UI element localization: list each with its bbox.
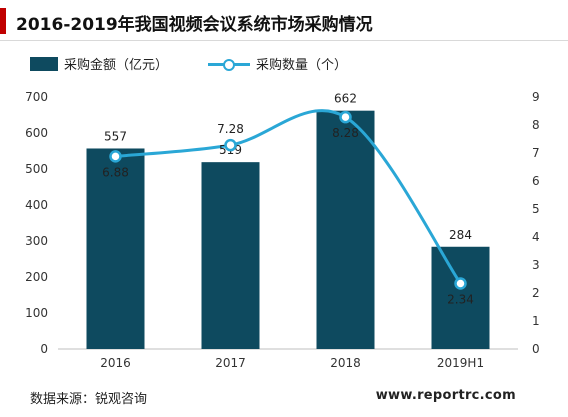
title-divider <box>0 40 568 41</box>
y-right-tick-label: 9 <box>532 90 540 104</box>
legend-label-count: 采购数量（个） <box>256 58 348 73</box>
legend-item-count: 采购数量（个） <box>208 54 347 73</box>
legend-item-amount: 采购金额（亿元） <box>30 54 168 73</box>
line-value-label: 7.28 <box>217 122 244 136</box>
bar <box>316 110 375 350</box>
y-right-tick-label: 7 <box>532 146 540 160</box>
y-left-tick-label: 500 <box>25 162 48 176</box>
line-point <box>224 138 237 152</box>
y-right-tick-label: 0 <box>532 342 540 356</box>
y-left-tick-label: 200 <box>25 270 48 284</box>
series-line <box>115 109 462 285</box>
line-value-label: 8.28 <box>332 126 359 140</box>
line-point <box>109 150 122 163</box>
y-right-tick-label: 3 <box>532 258 540 272</box>
line-value-label: 2.34 <box>447 292 474 306</box>
website-label: www.reportrc.com <box>375 388 516 403</box>
title-accent-bar <box>0 8 6 34</box>
x-tick-label: 2017 <box>215 356 246 370</box>
x-tick-label: 2018 <box>330 356 361 370</box>
bar <box>86 148 145 349</box>
y-left-tick-label: 100 <box>25 306 48 320</box>
bar-value-label: 662 <box>334 92 357 106</box>
source-note: 数据来源：锐观咨询 <box>30 392 148 407</box>
y-left-tick-label: 700 <box>25 90 48 104</box>
line-point <box>454 277 467 290</box>
y-right-tick-label: 6 <box>532 174 540 188</box>
y-right-tick-label: 1 <box>532 314 540 328</box>
bar-value-label: 284 <box>449 228 472 242</box>
x-tick-label: 2016 <box>100 356 131 370</box>
line-value-label: 6.88 <box>102 165 129 179</box>
y-right-tick-label: 2 <box>532 286 540 300</box>
legend-bar-swatch <box>30 56 58 71</box>
y-right-tick-label: 4 <box>532 230 540 244</box>
y-right-tick-label: 5 <box>532 202 540 216</box>
bar-value-label: 557 <box>104 129 127 143</box>
chart-title: 2016-2019年我国视频会议系统市场采购情况 <box>16 15 373 35</box>
legend: 采购金额（亿元） 采购数量（个） <box>30 54 387 73</box>
y-left-tick-label: 300 <box>25 234 48 248</box>
y-left-tick-label: 0 <box>40 342 48 356</box>
y-left-tick-label: 600 <box>25 126 48 140</box>
y-right-tick-label: 8 <box>532 118 540 132</box>
legend-label-amount: 采购金额（亿元） <box>64 58 169 73</box>
x-tick-label: 2019H1 <box>437 356 484 370</box>
y-left-tick-label: 400 <box>25 198 48 212</box>
legend-line-marker-icon <box>208 57 251 71</box>
bar <box>201 162 260 349</box>
line-point <box>339 110 352 124</box>
bar <box>431 246 490 349</box>
